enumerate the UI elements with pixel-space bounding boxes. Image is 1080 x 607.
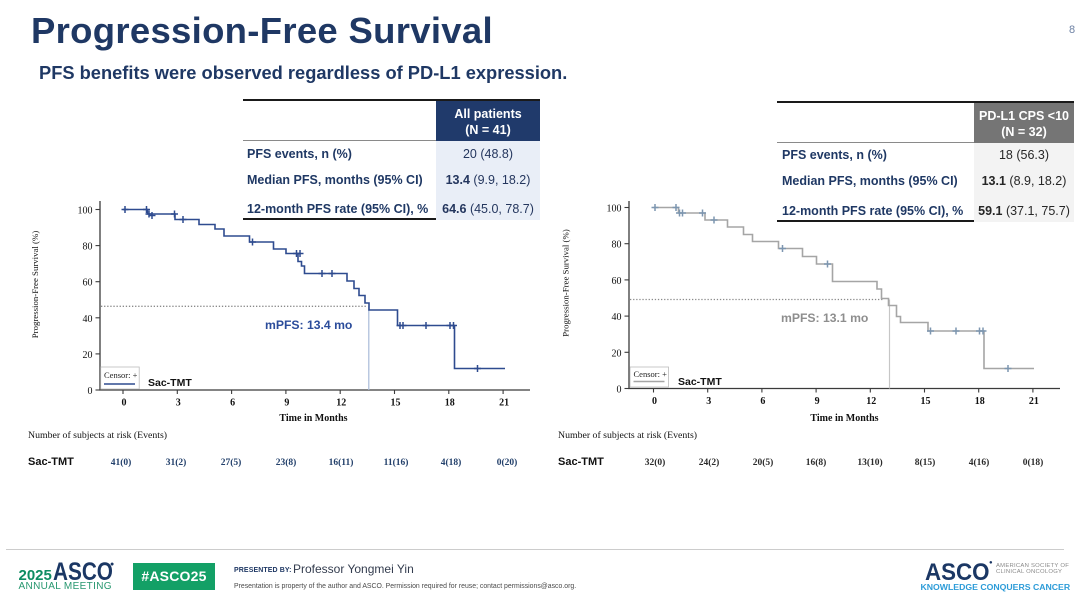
svg-text:Progression-Free Survival (%): Progression-Free Survival (%) xyxy=(561,229,571,337)
svg-text:0: 0 xyxy=(652,396,657,407)
svg-text:mPFS: 13.1 mo: mPFS: 13.1 mo xyxy=(781,311,868,325)
svg-text:18: 18 xyxy=(975,396,985,407)
svg-text:6: 6 xyxy=(760,396,765,407)
svg-text:100: 100 xyxy=(607,204,622,215)
svg-text:Censor: +: Censor: + xyxy=(634,369,668,379)
svg-text:20: 20 xyxy=(83,350,93,361)
svg-text:Progression-Free Survival (%): Progression-Free Survival (%) xyxy=(30,231,40,339)
svg-text:9: 9 xyxy=(284,398,289,409)
svg-text:100: 100 xyxy=(78,206,93,217)
svg-text:0: 0 xyxy=(617,385,622,396)
svg-text:18: 18 xyxy=(445,398,455,409)
svg-text:Time in Months: Time in Months xyxy=(810,413,878,424)
svg-text:80: 80 xyxy=(612,240,622,251)
svg-text:40: 40 xyxy=(612,312,622,323)
svg-text:20: 20 xyxy=(612,348,622,359)
svg-text:0: 0 xyxy=(88,386,93,397)
svg-text:Sac-TMT: Sac-TMT xyxy=(678,376,722,388)
svg-text:12: 12 xyxy=(866,396,876,407)
svg-text:40: 40 xyxy=(83,314,93,325)
svg-text:60: 60 xyxy=(83,278,93,289)
svg-text:mPFS: 13.4 mo: mPFS: 13.4 mo xyxy=(265,318,352,332)
svg-text:0: 0 xyxy=(122,398,127,409)
svg-text:80: 80 xyxy=(83,242,93,253)
svg-text:15: 15 xyxy=(921,396,931,407)
svg-text:21: 21 xyxy=(499,398,509,409)
svg-text:15: 15 xyxy=(391,398,401,409)
svg-text:Sac-TMT: Sac-TMT xyxy=(148,377,192,389)
svg-text:3: 3 xyxy=(706,396,711,407)
svg-text:60: 60 xyxy=(612,276,622,287)
svg-text:9: 9 xyxy=(815,396,820,407)
svg-text:Time in Months: Time in Months xyxy=(279,413,347,424)
svg-text:12: 12 xyxy=(336,398,346,409)
svg-text:21: 21 xyxy=(1029,396,1039,407)
svg-text:Censor: +: Censor: + xyxy=(104,370,138,380)
svg-text:6: 6 xyxy=(230,398,235,409)
svg-text:3: 3 xyxy=(176,398,181,409)
